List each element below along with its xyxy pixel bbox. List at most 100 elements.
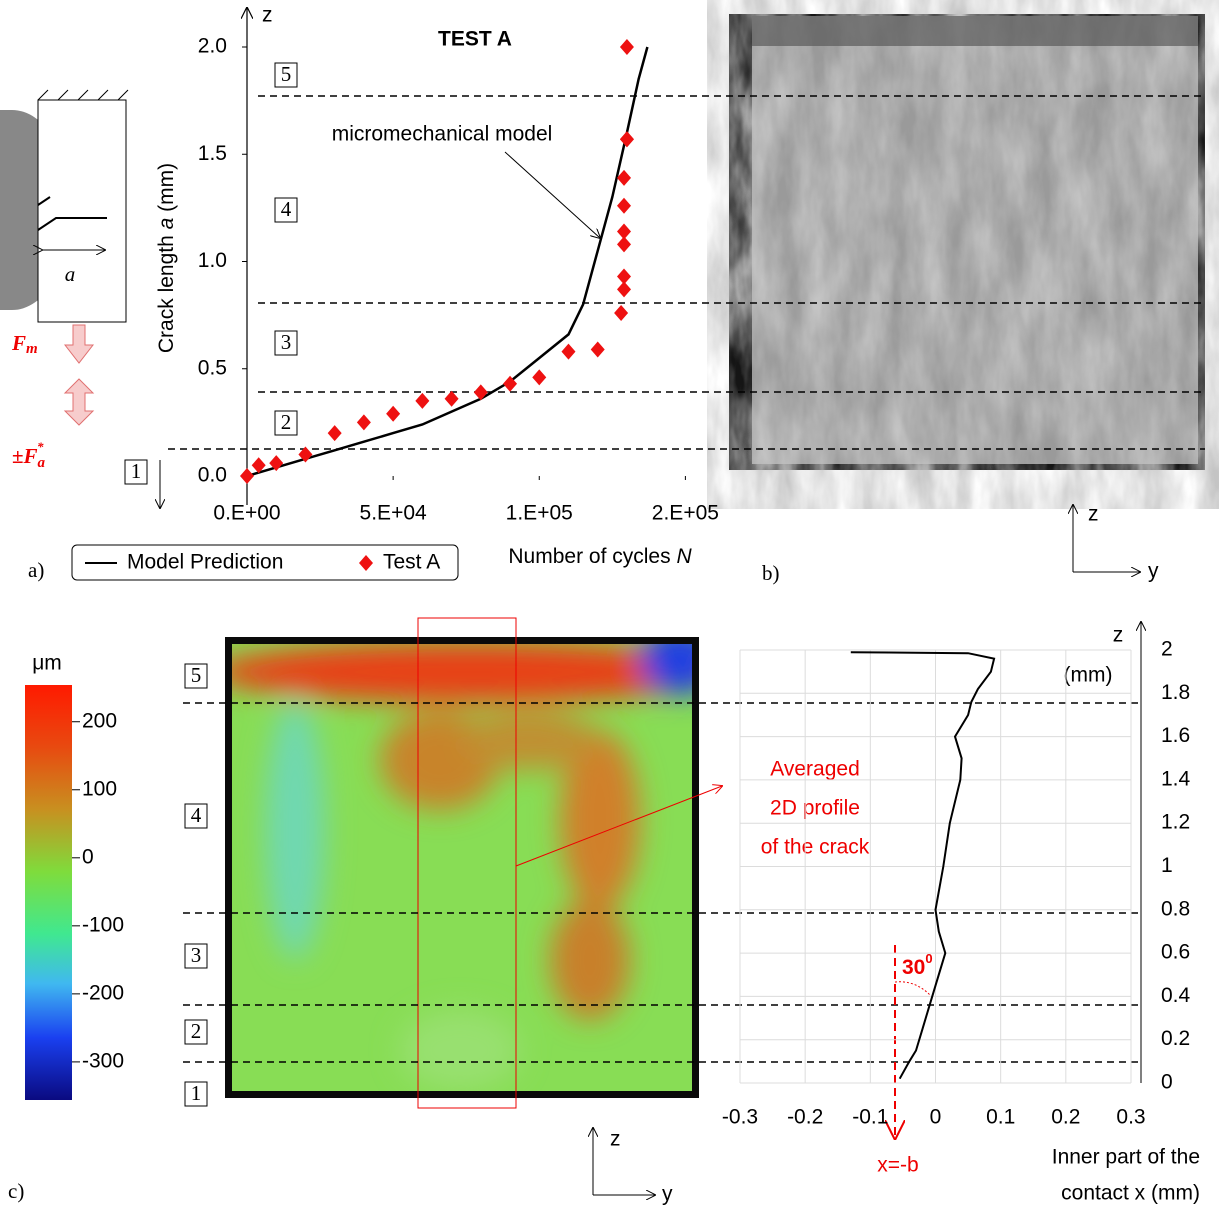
data-point [617, 236, 632, 253]
axis-name: y [662, 1183, 673, 1206]
zone-label: 1 [191, 1081, 202, 1105]
colorbar-tick-label: -200 [82, 981, 124, 1004]
x-axis-label: Inner part of the [1052, 1146, 1200, 1169]
zone-label: 2 [281, 410, 292, 434]
y-axis-unit: (mm) [1064, 664, 1113, 687]
data-point [415, 392, 430, 409]
x-tick-label: -0.2 [787, 1106, 823, 1129]
chart-title: TEST A [438, 28, 512, 51]
data-point [251, 457, 266, 474]
y-tick-label: 1.2 [1161, 811, 1190, 834]
annotation-arrow [515, 786, 722, 867]
x-tick-label: 0.1 [986, 1106, 1015, 1129]
crack-length-symbol: a [65, 262, 76, 286]
zone-label: 3 [281, 330, 292, 354]
data-point [617, 197, 632, 214]
alternating-force: ±Fa* [12, 439, 46, 471]
y-tick-label: 0 [1161, 1071, 1173, 1094]
annotation: 2D profile [770, 797, 860, 820]
y-tick-label: 1.4 [1161, 767, 1191, 790]
panel-label: b) [762, 561, 780, 585]
y-tick-label: 0.5 [198, 356, 227, 379]
annotation: micromechanical model [332, 123, 553, 146]
angle-label: 300 [902, 951, 933, 978]
data-point [590, 341, 605, 358]
zone-labels: 5 4 3 2 1 [124, 62, 298, 485]
legend-swatch [359, 555, 373, 571]
x-axis-label: contact x (mm) [1061, 1182, 1200, 1205]
y-tick-label: 1.6 [1161, 724, 1190, 747]
y-tick-label: 0.2 [1161, 1027, 1190, 1050]
data-point [617, 268, 632, 285]
y-tick-label: 0.8 [1161, 897, 1190, 920]
y-tick-label: 2.0 [198, 35, 227, 58]
y-axis-label: Crack length a (mm) [155, 163, 178, 353]
y-tick-label: 0.4 [1161, 984, 1191, 1007]
legend-label: Test A [383, 551, 440, 574]
zone-label: 5 [281, 62, 292, 86]
annotation-arrow [504, 151, 600, 238]
data-point [619, 131, 634, 148]
zone-label: 5 [191, 663, 202, 687]
colorbar-tick-label: 200 [82, 709, 117, 732]
x-tick-label: 2.E+05 [652, 502, 719, 525]
data-point [619, 39, 634, 55]
data-point [327, 425, 342, 442]
profile-curve [850, 651, 996, 1080]
data-point [298, 446, 313, 463]
y-tick-label: 1.8 [1161, 681, 1190, 704]
model-curve [246, 46, 649, 478]
x-axis-label: Number of cycles N [508, 545, 692, 568]
zone-labels: 5 4 3 2 1 [184, 663, 208, 1107]
y-tick-label: 1 [1161, 854, 1173, 877]
y-tick-label: 0.0 [198, 464, 227, 487]
zone-label: 4 [191, 803, 202, 827]
colorbar [25, 685, 72, 1100]
data-point [444, 390, 459, 407]
zone-label: 3 [191, 943, 202, 967]
zone-label: 2 [191, 1019, 202, 1043]
panel-label: a) [28, 558, 44, 582]
annotation: of the crack [761, 836, 870, 859]
x-tick-label: 0.2 [1051, 1106, 1080, 1129]
x-tick-label: 1.E+05 [506, 502, 573, 525]
axis-name: z [1088, 503, 1099, 526]
zone-boundaries [183, 702, 1140, 1063]
colorbar-tick-label: -100 [82, 913, 124, 936]
axis-name: z [610, 1128, 621, 1151]
colorbar-tick-label: 100 [82, 777, 117, 800]
x-tick-label: -0.1 [852, 1106, 888, 1129]
mean-force: Fm [11, 331, 38, 358]
data-point [532, 369, 547, 386]
angle-arc [894, 981, 931, 996]
x-tick-label: -0.3 [722, 1106, 758, 1129]
zone-label: 1 [131, 459, 142, 483]
legend-label: Model Prediction [127, 551, 283, 574]
colorbar-tick-label: -300 [82, 1049, 124, 1072]
y-tick-label: 1.0 [198, 249, 227, 272]
axis-name: y [1148, 560, 1159, 583]
x-tick-label: 0.3 [1116, 1106, 1145, 1129]
y-tick-label: 2 [1161, 638, 1173, 661]
schematic: a Fm ±Fa* [0, 89, 129, 471]
y-axis-label: z [1113, 624, 1124, 647]
data-point [269, 455, 284, 472]
data-point [386, 405, 401, 422]
colorbar-tick-label: 0 [82, 845, 94, 868]
data-point [561, 343, 576, 360]
fracture-photo [729, 14, 1205, 470]
data-point [617, 281, 632, 298]
colorbar-title: μm [32, 652, 62, 675]
data-point [240, 468, 254, 484]
data-point [617, 223, 632, 240]
x-tick-label: 5.E+04 [360, 502, 427, 525]
y-tick-label: 1.5 [198, 142, 227, 165]
x-tick-label: 0.E+00 [213, 502, 280, 525]
axis-name: z [262, 4, 273, 27]
data-point [473, 384, 488, 401]
data-point [617, 169, 632, 186]
legend-box [71, 544, 459, 581]
panel-label: c) [8, 1179, 24, 1203]
data-point [356, 414, 371, 431]
